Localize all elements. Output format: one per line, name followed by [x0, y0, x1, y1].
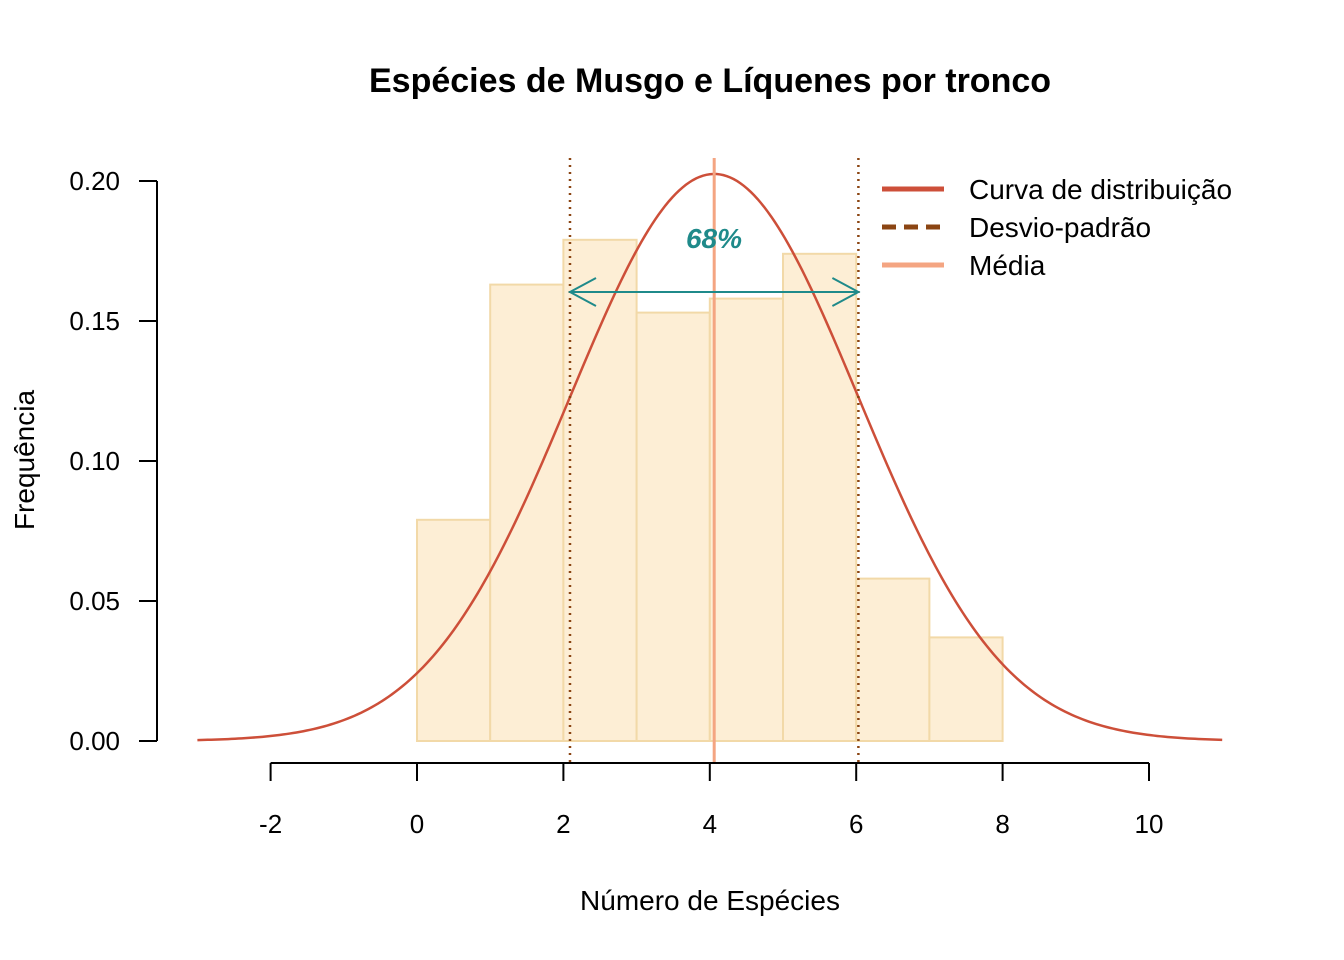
histogram-bar: [489, 283, 565, 742]
legend-entry-label: Curva de distribuição: [969, 174, 1232, 205]
x-tick-label: 2: [556, 809, 570, 839]
y-tick-label: 0.00: [69, 726, 120, 756]
histogram-bar: [562, 238, 638, 743]
x-tick-label: 4: [703, 809, 717, 839]
y-tick-label: 0.10: [69, 446, 120, 476]
arrow-head-left: [567, 277, 597, 307]
percent-annotation: 68%: [686, 223, 742, 254]
x-axis-label: Número de Espécies: [580, 885, 840, 916]
y-tick-label: 0.15: [69, 306, 120, 336]
x-tick-label: -2: [259, 809, 282, 839]
arrow-head-right: [831, 277, 861, 307]
distribution-curve: [197, 172, 1223, 742]
y-tick-label: 0.05: [69, 586, 120, 616]
x-axis: -2 0 2 4 6 8 10: [259, 762, 1164, 839]
histogram-bar: [928, 636, 1004, 743]
histogram-bar: [855, 577, 931, 742]
chart-title: Espécies de Musgo e Líquenes por tronco: [369, 62, 1051, 100]
histogram-bar: [782, 252, 858, 743]
reference-lines: [568, 158, 860, 763]
histogram-bar: [708, 297, 784, 742]
legend-entry-label: Média: [969, 250, 1046, 281]
legend-entry-label: Desvio-padrão: [969, 212, 1151, 243]
histogram-bar: [635, 311, 711, 742]
distribution-curve-group: [197, 172, 1223, 742]
y-axis-label: Frequência: [9, 390, 40, 531]
histogram-bars: [416, 238, 1004, 743]
sd-range-arrow: [567, 277, 861, 307]
x-tick-label: 10: [1135, 809, 1164, 839]
legend: Curva de distribuição Desvio-padrão Média: [882, 174, 1232, 281]
y-tick-label: 0.20: [69, 166, 120, 196]
x-tick-label: 8: [995, 809, 1009, 839]
x-tick-label: 0: [410, 809, 424, 839]
x-tick-label: 6: [849, 809, 863, 839]
y-axis: 0.00 0.05 0.10 0.15 0.20: [69, 166, 158, 756]
